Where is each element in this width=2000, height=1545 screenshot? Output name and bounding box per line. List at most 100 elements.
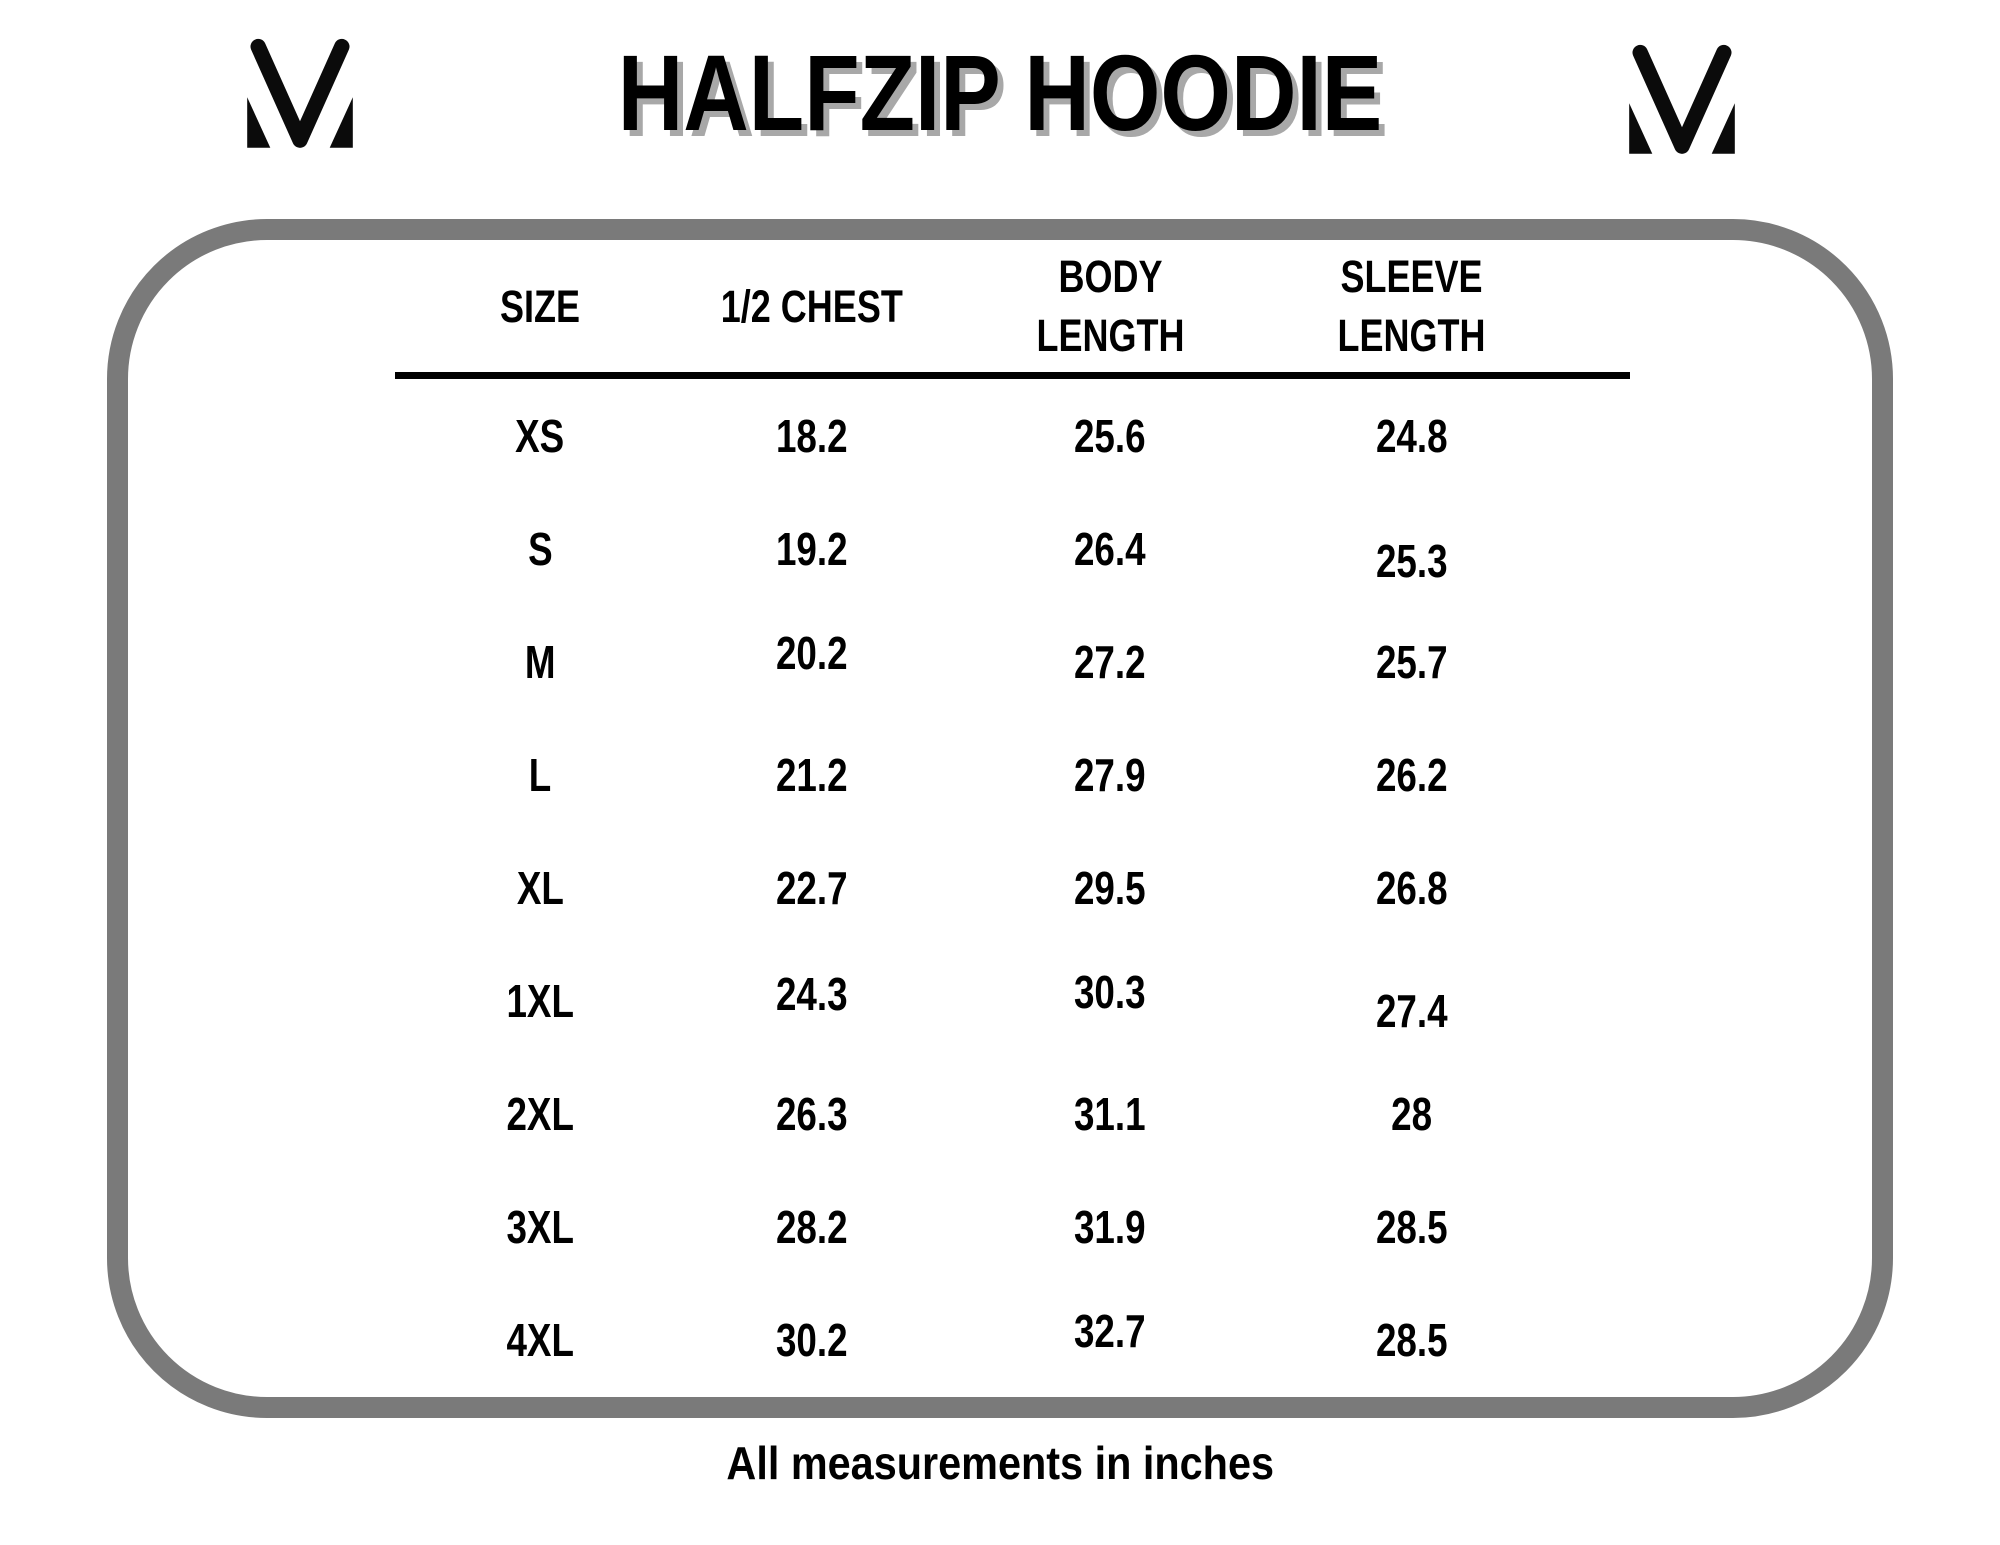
measurement-value: 21.2 (776, 748, 848, 801)
measurement-value: 28.5 (1375, 1200, 1448, 1253)
value-cell: 26.3 (685, 1057, 939, 1170)
header-row: SIZE 1/2 CHEST BODY LENGTH SLEEVE LENGTH (395, 240, 1630, 376)
size-label: XS (515, 409, 565, 462)
value-cell: 21.2 (685, 718, 939, 831)
table-body: XS 18.2 25.6 24.8 S 19.2 26.4 25.3 M 20.2 27.2 25.7… (395, 376, 1630, 1397)
value-cell: 24.8 (1281, 376, 1630, 493)
value-cell: 27.2 (939, 605, 1281, 718)
table-row: XS 18.2 25.6 24.8 (395, 376, 1630, 493)
measurement-value: 30.3 (1074, 965, 1146, 1018)
column-header: BODY LENGTH (939, 240, 1281, 376)
brand-logo-left (234, 32, 366, 158)
value-cell: 30.2 (685, 1283, 939, 1396)
page-title: HALFZIP HOODIE (617, 32, 1383, 153)
value-cell: 25.7 (1281, 605, 1630, 718)
value-cell: 26.2 (1281, 718, 1630, 831)
measurement-value: 26.8 (1375, 861, 1448, 914)
size-label: 3XL (506, 1200, 574, 1253)
table-row: XL 22.7 29.5 26.8 (395, 831, 1630, 944)
measurement-value: 27.9 (1074, 748, 1146, 801)
size-label: 4XL (506, 1313, 574, 1366)
value-cell: 28.5 (1281, 1283, 1630, 1396)
column-header-label: BODY LENGTH (1036, 251, 1184, 361)
measurement-value: 25.7 (1375, 635, 1448, 688)
value-cell: 18.2 (685, 376, 939, 493)
column-header-label: 1/2 CHEST (720, 280, 904, 332)
brand-logo-right (1616, 38, 1748, 164)
size-cell: S (395, 492, 685, 605)
measurement-value: 22.7 (776, 861, 848, 914)
value-cell: 20.2 (685, 605, 939, 718)
measurement-value: 31.9 (1074, 1200, 1146, 1253)
value-cell: 31.9 (939, 1170, 1281, 1283)
mv-monogram-icon (247, 38, 353, 148)
measurement-value: 24.3 (776, 967, 848, 1020)
measurement-value: 18.2 (776, 409, 848, 462)
measurement-value: 19.2 (776, 522, 848, 575)
measurement-value: 28.2 (776, 1200, 848, 1253)
size-label: 1XL (506, 974, 574, 1027)
value-cell: 28 (1281, 1057, 1630, 1170)
value-cell: 32.7 (939, 1283, 1281, 1396)
footer-note: All measurements in inches (0, 1432, 2000, 1494)
size-label: XL (516, 861, 564, 914)
table-row: L 21.2 27.9 26.2 (395, 718, 1630, 831)
measurement-value: 24.8 (1375, 409, 1448, 462)
size-label: L (528, 748, 552, 801)
value-cell: 26.8 (1281, 831, 1630, 944)
measurement-value: 25.6 (1074, 409, 1146, 462)
size-cell: XL (395, 831, 685, 944)
measurement-value: 28 (1391, 1087, 1432, 1140)
size-label: S (527, 522, 553, 575)
value-cell: 27.4 (1281, 944, 1630, 1057)
measurement-value: 32.7 (1074, 1304, 1146, 1357)
table-row: S 19.2 26.4 25.3 (395, 492, 1630, 605)
measurement-value: 28.5 (1375, 1313, 1448, 1366)
measurement-value: 31.1 (1074, 1087, 1146, 1140)
size-cell: L (395, 718, 685, 831)
value-cell: 25.3 (1281, 492, 1630, 605)
measurement-value: 26.2 (1375, 748, 1448, 801)
table-row: 1XL 24.3 30.3 27.4 (395, 944, 1630, 1057)
measurement-value: 29.5 (1074, 861, 1146, 914)
value-cell: 31.1 (939, 1057, 1281, 1170)
measurement-value: 20.2 (776, 626, 848, 679)
value-cell: 30.3 (939, 944, 1281, 1057)
value-cell: 22.7 (685, 831, 939, 944)
value-cell: 25.6 (939, 376, 1281, 493)
size-cell: 3XL (395, 1170, 685, 1283)
size-label: M (524, 635, 556, 688)
size-cell: 2XL (395, 1057, 685, 1170)
size-chart-table: SIZE 1/2 CHEST BODY LENGTH SLEEVE LENGTH XS… (395, 240, 1630, 1396)
value-cell: 19.2 (685, 492, 939, 605)
measurement-value: 27.2 (1074, 635, 1146, 688)
column-header: SLEEVE LENGTH (1281, 240, 1630, 376)
mv-monogram-icon (1629, 44, 1735, 154)
size-chart-panel: SIZE 1/2 CHEST BODY LENGTH SLEEVE LENGTH XS… (107, 219, 1893, 1418)
measurement-value: 26.3 (776, 1087, 848, 1140)
table-row: 4XL 30.2 32.7 28.5 (395, 1283, 1630, 1396)
column-header-label: SLEEVE LENGTH (1337, 251, 1486, 361)
measurement-value: 30.2 (776, 1313, 848, 1366)
footer-note-label: All measurements in inches (726, 1437, 1274, 1489)
column-header: 1/2 CHEST (685, 240, 939, 376)
value-cell: 29.5 (939, 831, 1281, 944)
size-label: 2XL (506, 1087, 574, 1140)
measurement-value: 26.4 (1074, 522, 1146, 575)
table-row: 3XL 28.2 31.9 28.5 (395, 1170, 1630, 1283)
value-cell: 28.2 (685, 1170, 939, 1283)
value-cell: 28.5 (1281, 1170, 1630, 1283)
size-cell: 1XL (395, 944, 685, 1057)
value-cell: 26.4 (939, 492, 1281, 605)
size-cell: XS (395, 376, 685, 493)
measurement-value: 25.3 (1375, 534, 1448, 587)
size-cell: 4XL (395, 1283, 685, 1396)
size-cell: M (395, 605, 685, 718)
value-cell: 27.9 (939, 718, 1281, 831)
measurement-value: 27.4 (1375, 984, 1448, 1037)
table-row: M 20.2 27.2 25.7 (395, 605, 1630, 718)
table-row: 2XL 26.3 31.1 28 (395, 1057, 1630, 1170)
value-cell: 24.3 (685, 944, 939, 1057)
column-header: SIZE (395, 240, 685, 376)
column-header-label: SIZE (499, 280, 581, 332)
